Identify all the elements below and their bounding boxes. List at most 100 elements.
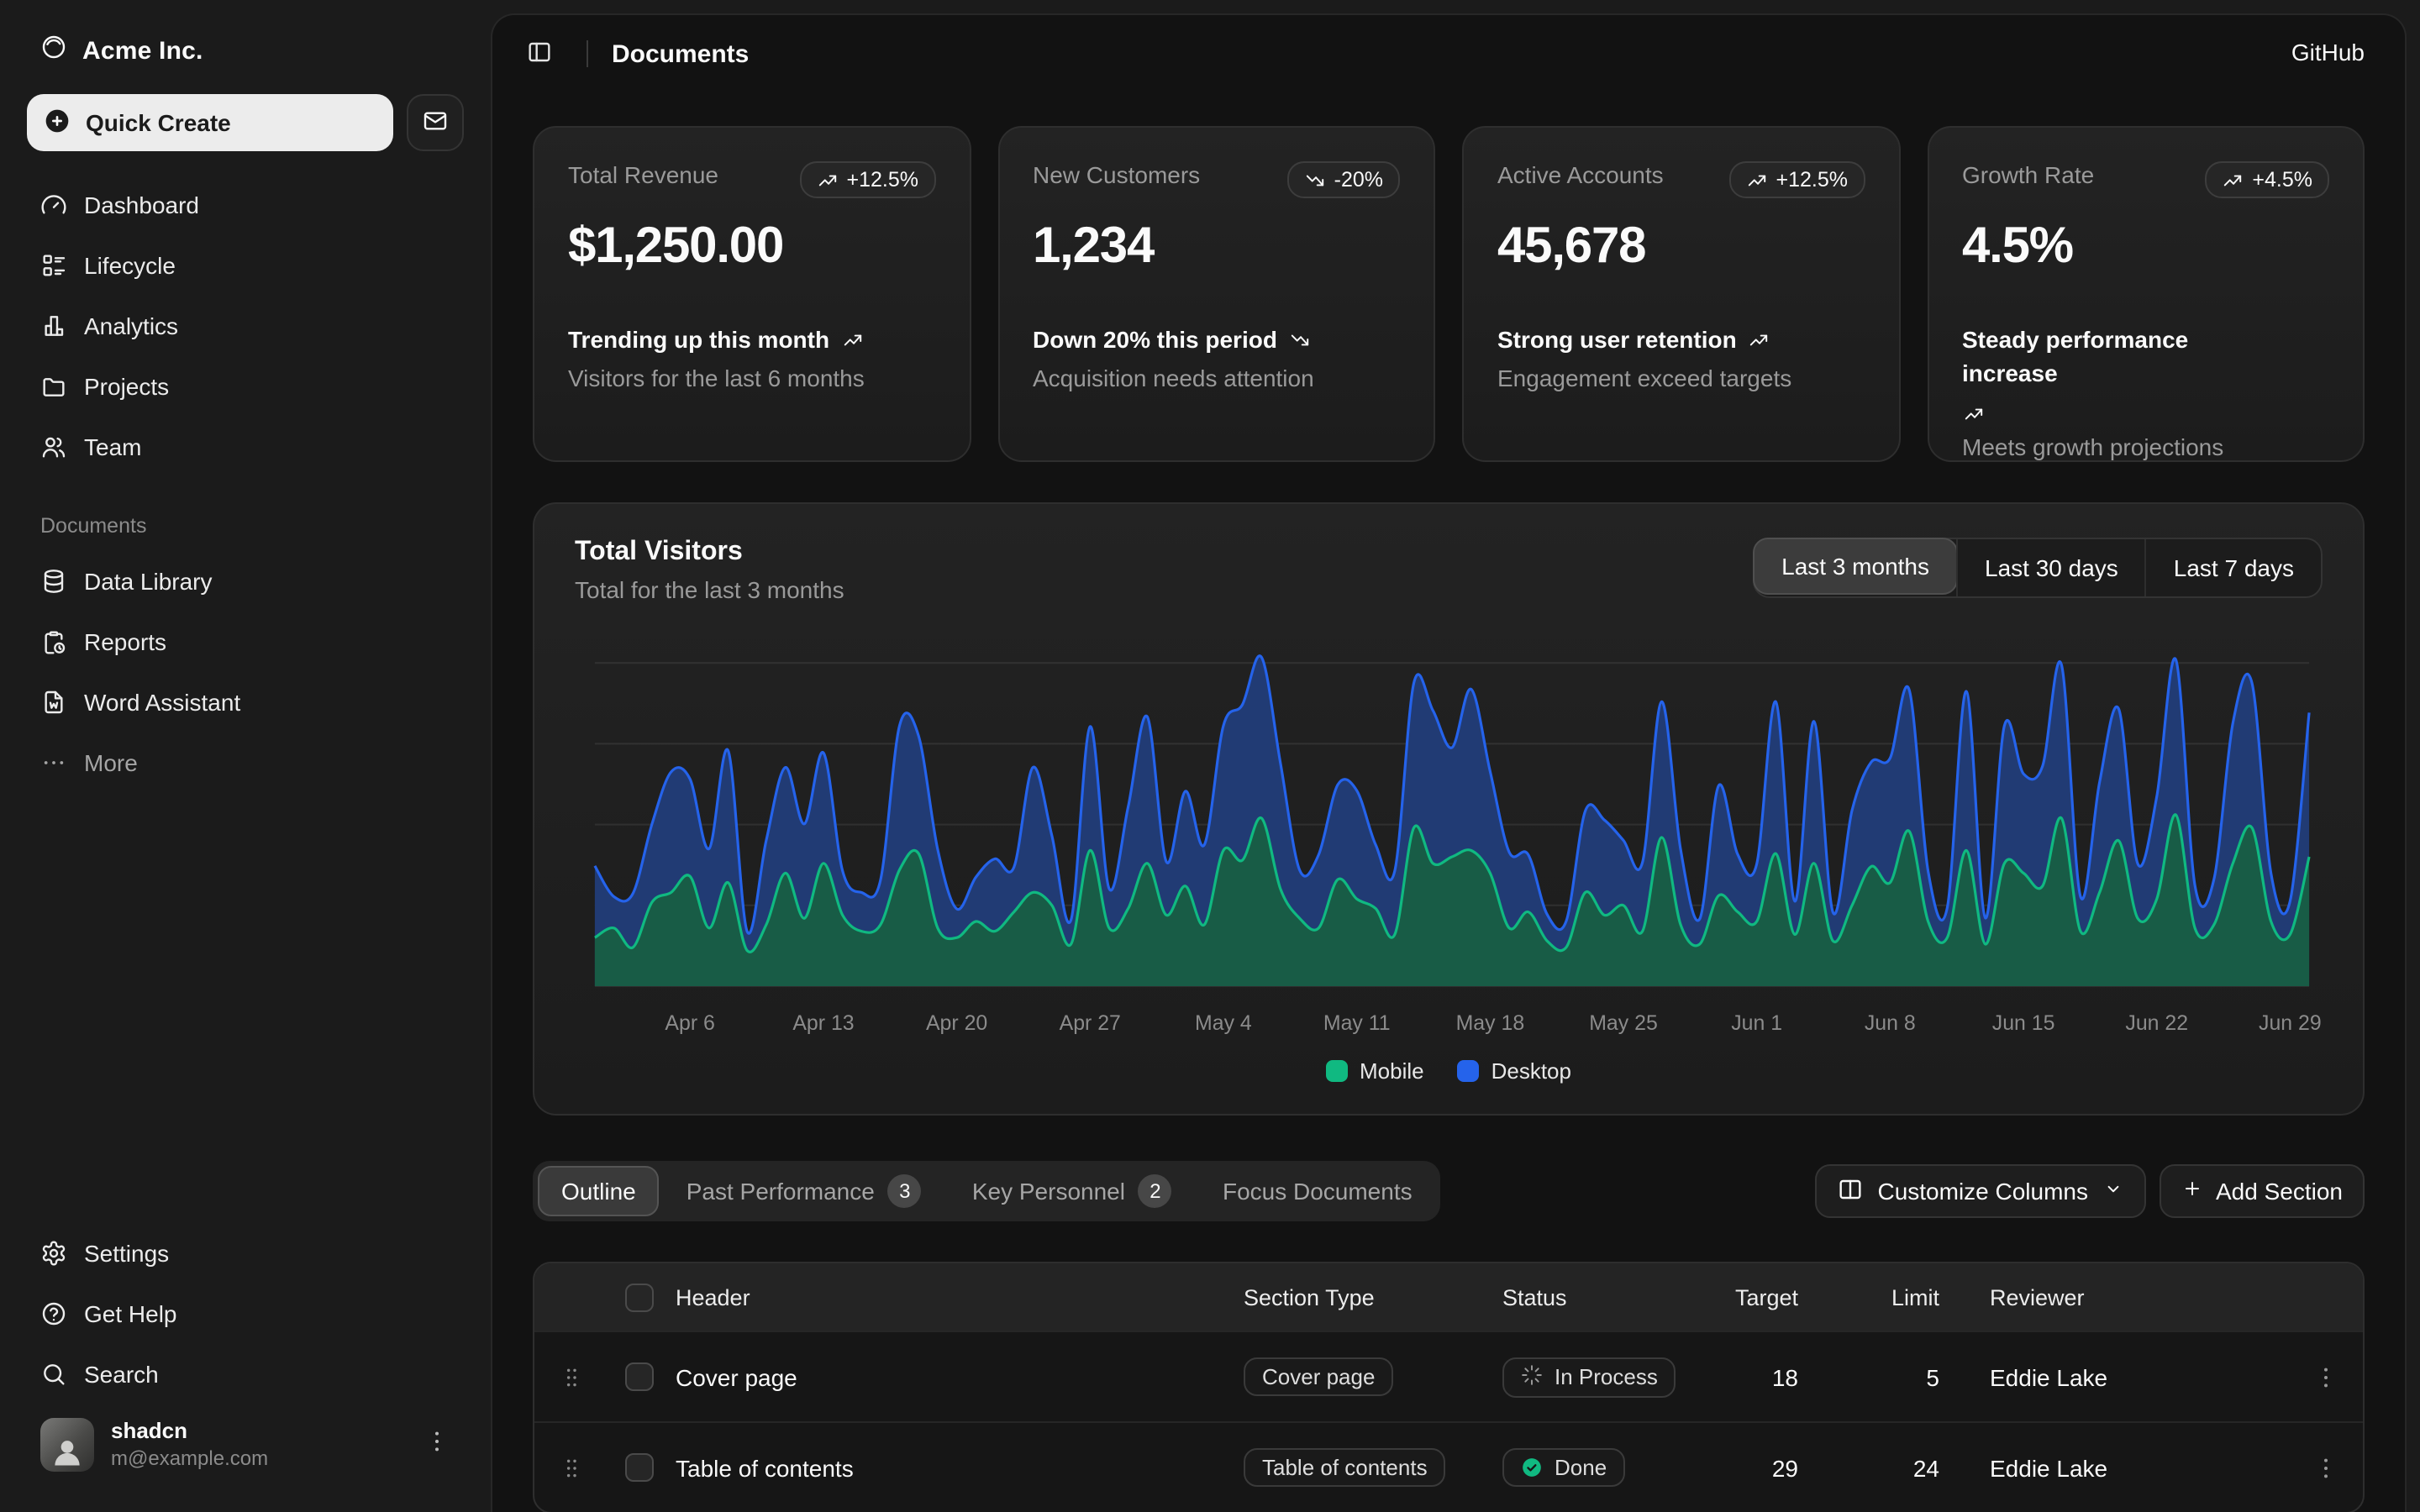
drag-handle[interactable] xyxy=(558,1454,585,1481)
select-all-checkbox[interactable] xyxy=(624,1283,653,1311)
sidebar-item-label: Team xyxy=(84,433,142,460)
sidebar-item-analytics[interactable]: Analytics xyxy=(27,299,464,353)
row-checkbox[interactable] xyxy=(624,1362,653,1391)
reviewer-value[interactable]: Eddie Lake xyxy=(1990,1454,2108,1481)
brand-name: Acme Inc. xyxy=(82,36,203,65)
column-header[interactable]: Status xyxy=(1502,1284,1567,1310)
database-icon xyxy=(44,570,64,593)
sidebar-item-get-help[interactable]: Get Help xyxy=(27,1287,464,1341)
sidebar-item-label: Dashboard xyxy=(84,192,199,218)
target-value[interactable]: 18 xyxy=(1771,1363,1798,1390)
ellipsis-vertical-icon xyxy=(435,1431,439,1451)
inbox-button[interactable] xyxy=(407,94,464,151)
stats-row: Total Revenue +12.5% $1,250.00 Trending up … xyxy=(533,126,2365,462)
tab-count-badge: 2 xyxy=(1138,1174,1172,1208)
drag-handle[interactable] xyxy=(558,1363,585,1390)
tab-past-performance[interactable]: Past Performance 3 xyxy=(663,1166,945,1216)
x-axis-tick: May 18 xyxy=(1456,1011,1525,1035)
mail-icon xyxy=(422,107,449,139)
sidebar-item-label: Word Assistant xyxy=(84,689,241,716)
quick-create-button[interactable]: Quick Create xyxy=(27,94,393,151)
trending-down-icon xyxy=(1306,174,1323,186)
legend-swatch xyxy=(1326,1060,1348,1082)
user-menu[interactable]: shadcn m@example.com xyxy=(27,1404,464,1485)
visitors-area-chart[interactable]: Apr 6 Apr 13 Apr 20 Apr 27 May 4 May 11 May 18… xyxy=(575,633,2323,1047)
reviewer-value[interactable]: Eddie Lake xyxy=(1990,1363,2108,1390)
row-menu-button[interactable] xyxy=(2312,1363,2339,1390)
stat-label: New Customers xyxy=(1033,161,1201,188)
tab-outline[interactable]: Outline xyxy=(538,1166,660,1216)
loader-icon xyxy=(1522,1364,1542,1384)
add-section-button[interactable]: Add Section xyxy=(2159,1164,2365,1218)
row-checkbox[interactable] xyxy=(624,1453,653,1482)
grip-vertical-icon xyxy=(566,1458,576,1477)
range-option-last-7-days[interactable]: Last 7 days xyxy=(2144,539,2321,596)
tab-count-badge: 3 xyxy=(887,1174,922,1208)
x-axis-tick: Apr 13 xyxy=(792,1011,854,1035)
brand-logo-icon xyxy=(40,34,67,67)
plus-icon xyxy=(2184,1181,2199,1196)
sidebar-nav: Dashboard Lifecycle Analytics Projects Team xyxy=(27,178,464,474)
status-badge: In Process xyxy=(1502,1357,1676,1397)
list-icon xyxy=(43,255,66,276)
sidebar-item-dashboard[interactable]: Dashboard xyxy=(27,178,464,232)
page-content: Total Revenue +12.5% $1,250.00 Trending up … xyxy=(492,92,2405,1512)
x-axis-tick: Jun 29 xyxy=(2259,1011,2322,1035)
total-visitors-card: Total Visitors Total for the last 3 mont… xyxy=(533,502,2365,1116)
legend-item-desktop[interactable]: Desktop xyxy=(1457,1058,1571,1084)
column-header[interactable]: Header xyxy=(676,1284,750,1310)
sidebar-item-data-library[interactable]: Data Library xyxy=(27,554,464,608)
sidebar-item-more[interactable]: More xyxy=(27,736,464,790)
sidebar-item-settings[interactable]: Settings xyxy=(27,1226,464,1280)
table-toolbar: Outline Past Performance 3 Key Personnel 2 Fo… xyxy=(533,1161,2365,1221)
sidebar-item-lifecycle[interactable]: Lifecycle xyxy=(27,239,464,292)
customize-columns-button[interactable]: Customize Columns xyxy=(1815,1164,2145,1218)
trending-up-icon xyxy=(1964,407,1982,419)
column-header[interactable]: Limit xyxy=(1891,1284,1939,1310)
tab-key-personnel[interactable]: Key Personnel 2 xyxy=(949,1166,1196,1216)
stat-label: Growth Rate xyxy=(1962,161,2095,188)
x-axis-tick: May 25 xyxy=(1589,1011,1658,1035)
range-option-last-3-months[interactable]: Last 3 months xyxy=(1753,538,1958,595)
sidebar-item-word-assistant[interactable]: Word Assistant xyxy=(27,675,464,729)
stat-footnote: Strong user retention xyxy=(1497,323,1817,357)
column-header[interactable]: Reviewer xyxy=(1990,1284,2085,1310)
legend-item-mobile[interactable]: Mobile xyxy=(1326,1058,1424,1084)
range-option-last-30-days[interactable]: Last 30 days xyxy=(1956,539,2145,596)
row-menu-button[interactable] xyxy=(2312,1454,2339,1481)
row-header[interactable]: Table of contents xyxy=(676,1454,854,1481)
table-header-row: Header Section Type Status Target Limit Revie… xyxy=(534,1263,2363,1331)
documents-section-label: Documents xyxy=(40,514,147,538)
trending-up-icon xyxy=(2224,174,2242,186)
brand[interactable]: Acme Inc. xyxy=(27,20,464,84)
stat-trend-badge: +4.5% xyxy=(2205,161,2329,198)
stat-value: $1,250.00 xyxy=(568,218,784,274)
sidebar-item-label: Projects xyxy=(84,373,170,400)
target-value[interactable]: 29 xyxy=(1771,1454,1798,1481)
github-link[interactable]: GitHub xyxy=(2291,39,2365,66)
limit-value[interactable]: 5 xyxy=(1926,1363,1939,1390)
sidebar-item-search[interactable]: Search xyxy=(27,1347,464,1401)
sidebar-toggle-button[interactable] xyxy=(516,30,563,77)
tab-focus-documents[interactable]: Focus Documents xyxy=(1199,1166,1436,1216)
gear-icon xyxy=(42,1241,66,1266)
column-header[interactable]: Target xyxy=(1734,1284,1798,1310)
row-header[interactable]: Cover page xyxy=(676,1363,797,1390)
sidebar-item-projects[interactable]: Projects xyxy=(27,360,464,413)
sidebar-item-team[interactable]: Team xyxy=(27,420,464,474)
stat-card: Growth Rate +4.5% 4.5% Steady performance i… xyxy=(1927,126,2365,462)
header-separator xyxy=(587,40,588,67)
trending-up-icon xyxy=(843,333,861,345)
mail-icon xyxy=(424,111,447,129)
sidebar-documents-nav: Data Library Reports Word Assistant More xyxy=(27,554,464,790)
column-header[interactable]: Section Type xyxy=(1244,1284,1375,1310)
x-axis-tick: Jun 22 xyxy=(2125,1011,2188,1035)
sidebar-item-reports[interactable]: Reports xyxy=(27,615,464,669)
limit-value[interactable]: 24 xyxy=(1912,1454,1939,1481)
page-header: Documents GitHub xyxy=(492,15,2405,92)
stat-label: Active Accounts xyxy=(1497,161,1664,188)
x-axis-tick: Jun 8 xyxy=(1865,1011,1916,1035)
stat-subtext: Engagement exceed targets xyxy=(1497,365,1792,392)
trending-up-icon xyxy=(1748,174,1765,186)
sidebar-item-label: Settings xyxy=(84,1240,170,1267)
